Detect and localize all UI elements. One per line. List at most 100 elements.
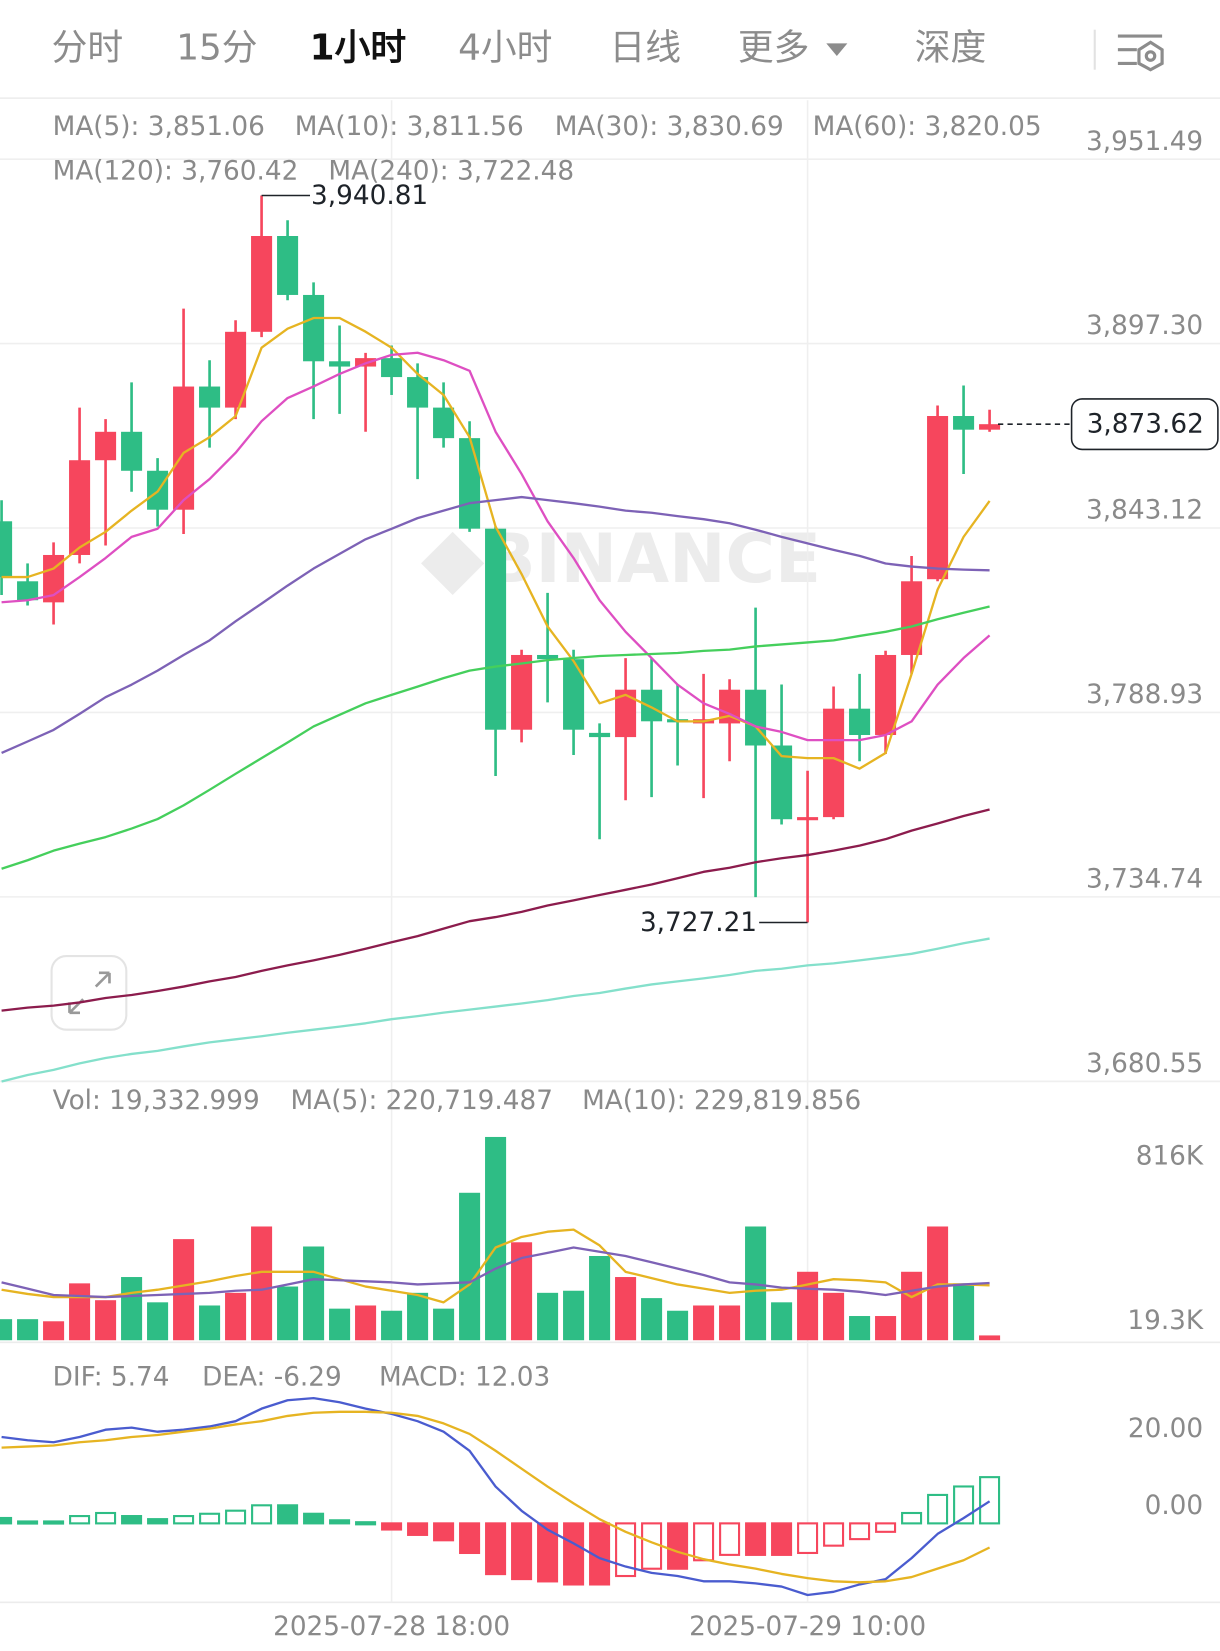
macd-bar [563, 1522, 585, 1586]
macd-bar [69, 1515, 91, 1525]
ma-line [1, 1246, 990, 1299]
volume-bar [225, 1292, 247, 1341]
candle-body [849, 708, 871, 735]
candle-body [641, 689, 663, 722]
macd-bar [433, 1522, 455, 1542]
candle-body [875, 654, 897, 735]
candle-body [0, 521, 13, 578]
ma-line [1, 351, 991, 742]
volume-bar [329, 1308, 351, 1341]
volume-bar [615, 1277, 637, 1341]
tab[interactable]: 深度 [915, 28, 987, 69]
expand-button[interactable] [50, 954, 128, 1031]
macd-bar [719, 1522, 741, 1556]
macd-bar [927, 1493, 949, 1525]
candle-body [953, 416, 975, 430]
tab[interactable]: 4小时 [458, 28, 552, 69]
y-tick-label: 20.00 [1128, 1414, 1203, 1444]
tab[interactable]: 15分 [176, 28, 257, 69]
volume-bar [511, 1242, 533, 1341]
candle-body [277, 236, 299, 295]
volume-bar [485, 1136, 507, 1341]
ma-line [1, 495, 990, 755]
macd-bar [485, 1522, 507, 1576]
volume-bar [875, 1316, 897, 1341]
candle-body [927, 416, 949, 580]
candle-body [901, 581, 923, 655]
macd-bar [901, 1511, 923, 1525]
tab[interactable]: 日线 [609, 28, 681, 69]
candle-body [303, 294, 325, 362]
volume-bar [537, 1292, 559, 1341]
volume-bar [173, 1239, 195, 1341]
y-tick-label: 0.00 [1145, 1491, 1204, 1521]
y-tick-label: 3,680.55 [1086, 1049, 1203, 1079]
volume-bar [121, 1277, 143, 1341]
volume-bar [355, 1305, 377, 1341]
tab[interactable]: 分时 [52, 28, 124, 69]
legend-entry: MA(30): 3,830.69 [555, 112, 784, 142]
macd-bar [0, 1516, 13, 1525]
candle-body [979, 424, 1001, 430]
candle-body [459, 438, 481, 529]
candle-body [719, 689, 741, 724]
macd-bar [979, 1476, 1001, 1525]
macd-bar [771, 1522, 793, 1556]
macd-bar [329, 1519, 351, 1525]
macd-bar [43, 1520, 65, 1525]
candle-body [17, 581, 39, 601]
ma-line [1, 937, 990, 1083]
candle-body [563, 659, 585, 730]
ma-line [1, 1410, 991, 1584]
volume-bar [901, 1271, 923, 1341]
volume-bar [641, 1298, 663, 1341]
tab[interactable]: 1小时 [310, 28, 406, 69]
tab[interactable]: 更多 [738, 28, 810, 69]
macd-bar [173, 1515, 195, 1525]
last-price-box [1070, 398, 1219, 451]
candle-body [823, 708, 845, 818]
volume-bar [823, 1292, 845, 1341]
volume-bar [95, 1300, 117, 1341]
volume-bar [381, 1310, 403, 1341]
candle-body [745, 689, 767, 746]
volume-bar [199, 1305, 221, 1341]
candle-body [485, 528, 507, 730]
x-tick-label: 2025-07-29 10:00 [689, 1612, 926, 1642]
legend-entry: MA(10): 3,811.56 [295, 112, 524, 142]
y-tick-label: 816K [1136, 1142, 1204, 1172]
candle-body [797, 817, 819, 821]
candle-body [121, 431, 143, 471]
candle-body [407, 377, 429, 408]
ma-line [1, 1396, 991, 1597]
volume-bar [771, 1302, 793, 1341]
volume-legend: Vol: 19,332.999 [53, 1086, 260, 1116]
volume-bar [69, 1283, 91, 1341]
candle-body [771, 745, 793, 820]
high-label: 3,940.81 [311, 181, 428, 211]
macd-bar [537, 1522, 559, 1583]
candle-body [95, 431, 117, 461]
volume-bar [277, 1286, 299, 1341]
macd-bar [849, 1522, 871, 1541]
macd-bar [121, 1515, 143, 1525]
settings-icon[interactable] [1117, 34, 1164, 72]
macd-bar [407, 1522, 429, 1536]
volume-bar [433, 1308, 455, 1341]
ma-line [1, 605, 990, 870]
y-tick-label: 3,843.12 [1086, 496, 1203, 526]
legend-entry: MA(120): 3,760.42 [53, 156, 299, 186]
macd-bar [277, 1504, 299, 1525]
candle-body [329, 361, 351, 367]
volume-bar [849, 1316, 871, 1341]
macd-bar [355, 1521, 377, 1526]
volume-bar [563, 1290, 585, 1341]
dropdown-arrow[interactable] [826, 43, 848, 57]
low-label: 3,727.21 [640, 908, 757, 938]
macd-bar [615, 1522, 637, 1578]
volume-bar [953, 1283, 975, 1341]
y-tick-label: 3,734.74 [1086, 865, 1203, 895]
volume-bar [979, 1335, 1001, 1341]
